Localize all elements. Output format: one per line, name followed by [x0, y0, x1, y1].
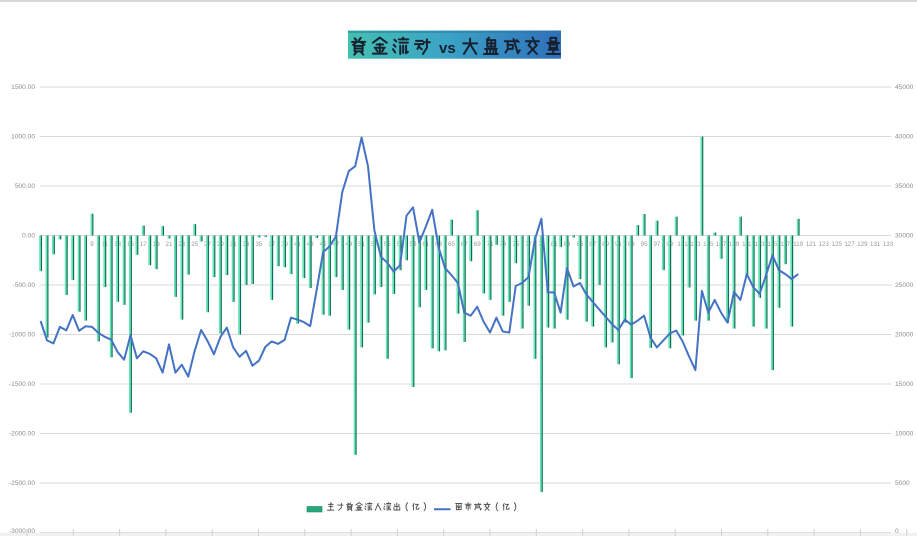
svg-text:500.00: 500.00 [15, 183, 36, 190]
svg-text:25: 25 [191, 241, 198, 248]
svg-text:69: 69 [474, 241, 481, 248]
svg-text:131: 131 [870, 241, 881, 248]
svg-text:119: 119 [793, 241, 803, 248]
svg-text:21: 21 [166, 241, 173, 248]
svg-text:30000: 30000 [895, 233, 914, 240]
svg-text:1000.00: 1000.00 [11, 134, 35, 141]
svg-text:vs: vs [439, 40, 456, 57]
svg-text:10000: 10000 [895, 431, 914, 438]
svg-text:-500.00: -500.00 [13, 282, 36, 289]
svg-text:-1500.00: -1500.00 [9, 381, 35, 388]
svg-text:-2500.00: -2500.00 [9, 480, 35, 487]
svg-text:20000: 20000 [895, 332, 914, 339]
svg-text:40000: 40000 [895, 134, 914, 141]
svg-text:133: 133 [883, 241, 894, 248]
svg-text:9: 9 [90, 241, 94, 248]
svg-text:125: 125 [832, 241, 843, 248]
svg-text:65: 65 [448, 241, 455, 248]
svg-text:97: 97 [653, 241, 660, 248]
svg-text:45000: 45000 [895, 84, 914, 91]
svg-text:0.00: 0.00 [22, 233, 35, 240]
svg-text:95: 95 [641, 241, 648, 248]
svg-text:121: 121 [806, 241, 817, 248]
svg-text:1500.00: 1500.00 [11, 84, 35, 91]
svg-text:15000: 15000 [895, 381, 914, 388]
svg-text:35: 35 [255, 241, 262, 248]
svg-text:127: 127 [844, 241, 855, 248]
svg-text:17: 17 [140, 241, 147, 248]
svg-text:0: 0 [895, 528, 899, 535]
svg-text:-2000.00: -2000.00 [9, 431, 35, 438]
svg-text:5000: 5000 [895, 480, 910, 487]
svg-text:25000: 25000 [895, 282, 914, 289]
svg-text:129: 129 [857, 241, 868, 248]
svg-text:-1000.00: -1000.00 [9, 332, 35, 339]
svg-text:123: 123 [819, 241, 830, 248]
svg-text:-3000.00: -3000.00 [9, 528, 35, 535]
svg-text:35000: 35000 [895, 183, 914, 190]
